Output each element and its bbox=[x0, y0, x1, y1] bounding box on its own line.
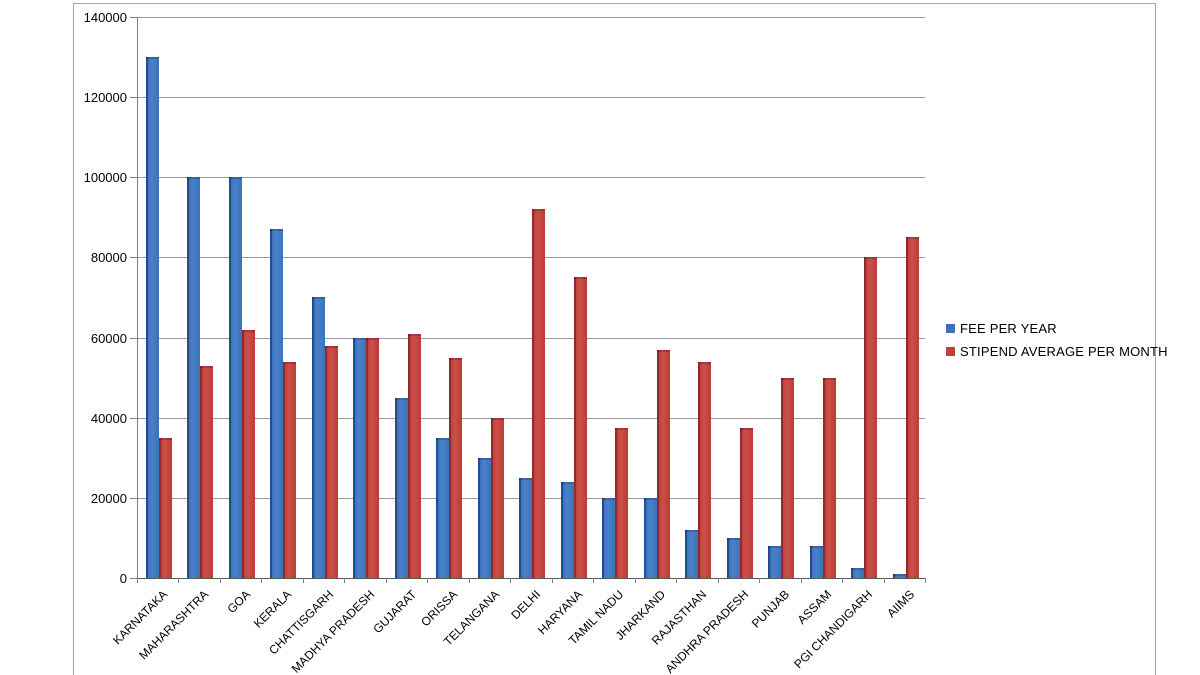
bar-stipend-average-per-month bbox=[823, 378, 836, 578]
bar-stipend-average-per-month bbox=[283, 362, 296, 578]
bar-stipend-average-per-month bbox=[657, 350, 670, 578]
bar-stipend-average-per-month bbox=[449, 358, 462, 578]
bar-stipend-average-per-month bbox=[698, 362, 711, 578]
bar-stipend-average-per-month bbox=[242, 330, 255, 578]
y-axis bbox=[137, 17, 138, 578]
legend-swatch-blue-icon bbox=[946, 323, 955, 333]
bar-stipend-average-per-month bbox=[159, 438, 172, 578]
y-axis-label: 120000 bbox=[83, 90, 127, 105]
bar-stipend-average-per-month bbox=[574, 277, 587, 578]
bar-fee-per-year bbox=[187, 177, 200, 578]
y-axis-label: 60000 bbox=[90, 331, 127, 346]
legend-swatch-red-icon bbox=[946, 346, 955, 356]
y-axis-tick bbox=[130, 578, 137, 579]
x-axis-tick bbox=[759, 578, 760, 583]
x-axis-tick bbox=[801, 578, 802, 583]
bar-stipend-average-per-month bbox=[906, 237, 919, 578]
bar-stipend-average-per-month bbox=[781, 378, 794, 578]
legend: FEE PER YEAR STIPEND AVERAGE PER MONTH bbox=[946, 321, 1168, 367]
y-axis-label: 20000 bbox=[90, 491, 127, 506]
gridline bbox=[137, 257, 925, 258]
x-axis-tick bbox=[303, 578, 304, 583]
bar-stipend-average-per-month bbox=[366, 338, 379, 578]
gridline bbox=[137, 338, 925, 339]
x-axis-tick bbox=[427, 578, 428, 583]
legend-label-stipend: STIPEND AVERAGE PER MONTH bbox=[960, 343, 1168, 359]
bar-fee-per-year bbox=[644, 498, 657, 578]
gridline bbox=[137, 177, 925, 178]
bar-fee-per-year bbox=[312, 297, 325, 578]
bar-fee-per-year bbox=[810, 546, 823, 578]
x-axis-tick bbox=[635, 578, 636, 583]
bar-stipend-average-per-month bbox=[615, 428, 628, 578]
bar-fee-per-year bbox=[395, 398, 408, 578]
bar-fee-per-year bbox=[478, 458, 491, 578]
bar-stipend-average-per-month bbox=[532, 209, 545, 578]
x-axis-tick bbox=[552, 578, 553, 583]
y-axis-label: 0 bbox=[119, 571, 127, 586]
x-axis-tick bbox=[925, 578, 926, 583]
gridline bbox=[137, 418, 925, 419]
bar-stipend-average-per-month bbox=[408, 334, 421, 578]
bar-fee-per-year bbox=[602, 498, 615, 578]
bar-fee-per-year bbox=[851, 568, 864, 578]
y-axis-tick bbox=[130, 418, 137, 419]
x-axis-tick bbox=[593, 578, 594, 583]
y-axis-tick bbox=[130, 17, 137, 18]
bar-fee-per-year bbox=[685, 530, 698, 578]
legend-label-fee-per-year: FEE PER YEAR bbox=[960, 320, 1057, 336]
bar-stipend-average-per-month bbox=[325, 346, 338, 578]
bar-stipend-average-per-month bbox=[491, 418, 504, 578]
x-axis-tick bbox=[842, 578, 843, 583]
bar-fee-per-year bbox=[436, 438, 449, 578]
x-axis-tick bbox=[220, 578, 221, 583]
legend-item-fee-per-year: FEE PER YEAR bbox=[946, 320, 1168, 336]
y-axis-tick bbox=[130, 177, 137, 178]
x-axis-tick bbox=[469, 578, 470, 583]
bar-stipend-average-per-month bbox=[200, 366, 213, 578]
bar-fee-per-year bbox=[229, 177, 242, 578]
x-axis-tick bbox=[884, 578, 885, 583]
x-axis-tick bbox=[386, 578, 387, 583]
y-axis-label: 80000 bbox=[90, 250, 127, 265]
y-axis-label: 140000 bbox=[83, 10, 127, 25]
bar-stipend-average-per-month bbox=[740, 428, 753, 578]
gridline bbox=[137, 97, 925, 98]
bar-fee-per-year bbox=[561, 482, 574, 578]
y-axis-tick bbox=[130, 338, 137, 339]
y-axis-tick bbox=[130, 498, 137, 499]
x-axis-tick bbox=[510, 578, 511, 583]
bar-fee-per-year bbox=[146, 57, 159, 578]
x-axis-tick bbox=[718, 578, 719, 583]
bar-fee-per-year bbox=[768, 546, 781, 578]
x-axis-tick bbox=[261, 578, 262, 583]
x-axis-tick bbox=[676, 578, 677, 583]
bar-fee-per-year bbox=[270, 229, 283, 578]
bar-fee-per-year bbox=[727, 538, 740, 578]
bar-fee-per-year bbox=[353, 338, 366, 578]
y-axis-label: 40000 bbox=[90, 411, 127, 426]
bar-fee-per-year bbox=[519, 478, 532, 578]
legend-item-stipend: STIPEND AVERAGE PER MONTH bbox=[946, 343, 1168, 359]
x-axis-tick bbox=[178, 578, 179, 583]
y-axis-label: 100000 bbox=[83, 170, 127, 185]
x-axis bbox=[137, 578, 925, 579]
x-axis-tick bbox=[137, 578, 138, 583]
x-axis-tick bbox=[344, 578, 345, 583]
y-axis-tick bbox=[130, 257, 137, 258]
bar-fee-per-year bbox=[893, 574, 906, 578]
bar-stipend-average-per-month bbox=[864, 257, 877, 578]
y-axis-tick bbox=[130, 97, 137, 98]
gridline bbox=[137, 17, 925, 18]
